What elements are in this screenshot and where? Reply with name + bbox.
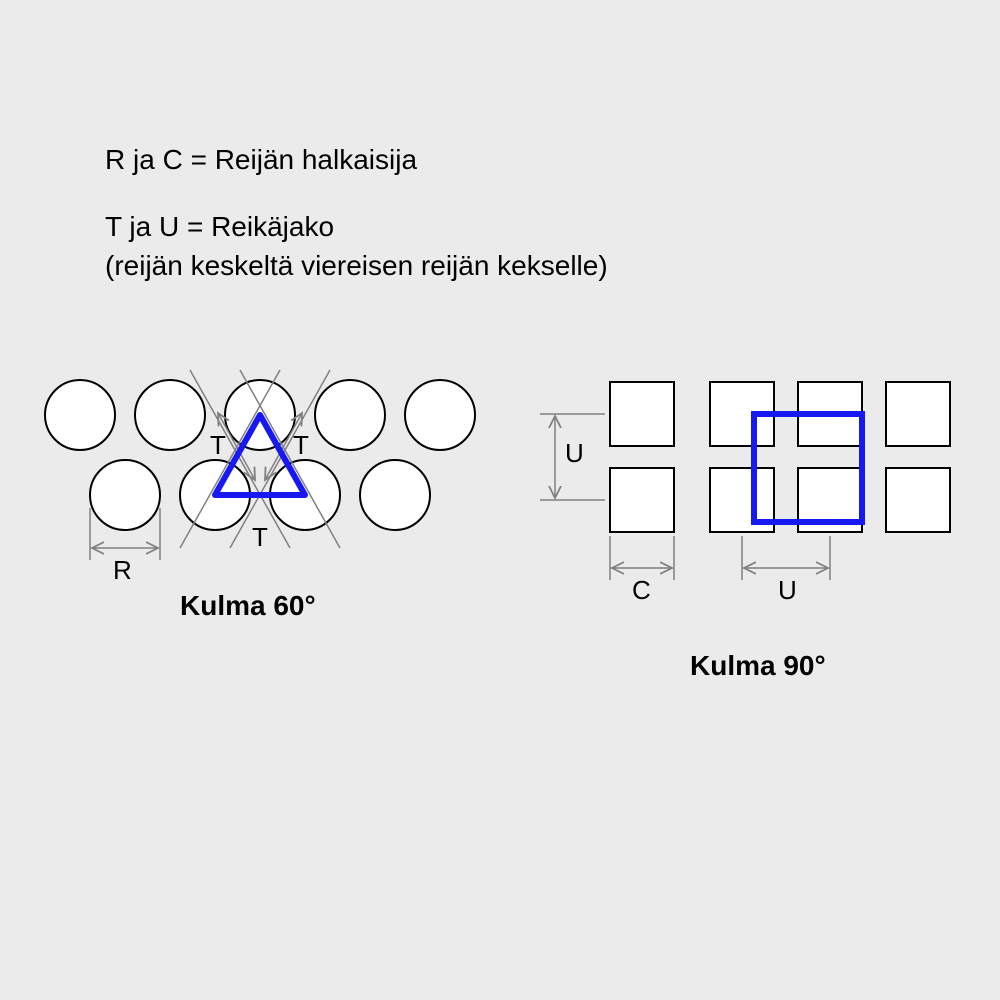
square-icon — [610, 382, 674, 446]
square-icon — [610, 468, 674, 532]
square-icon — [886, 382, 950, 446]
diagram-container: R ja C = Reijän halkaisija T ja U = Reik… — [0, 0, 1000, 1000]
diagram-90deg — [0, 0, 1000, 750]
square-icon — [886, 468, 950, 532]
label-U-horiz: U — [778, 575, 797, 606]
label-C: C — [632, 575, 651, 606]
label-U-vert: U — [565, 438, 584, 469]
caption-90deg: Kulma 90° — [690, 650, 826, 682]
